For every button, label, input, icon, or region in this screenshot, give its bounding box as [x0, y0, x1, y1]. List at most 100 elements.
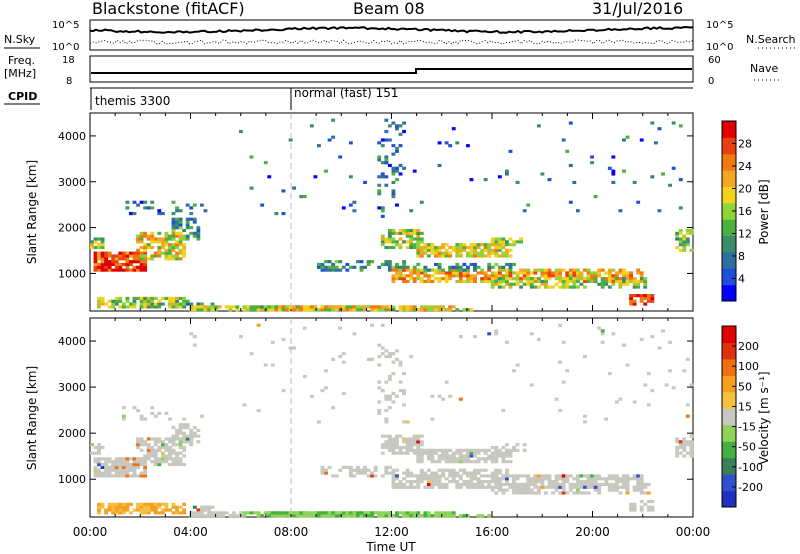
- echo-cell: [175, 431, 179, 435]
- echo-cell: [430, 477, 435, 481]
- echo-cell: [100, 243, 105, 247]
- echo-cell: [462, 514, 467, 518]
- echo-cell: [175, 454, 179, 458]
- echo-cell: [575, 277, 580, 281]
- echo-cell: [97, 508, 101, 512]
- echo-cell: [568, 271, 573, 275]
- echo-cell: [164, 460, 169, 464]
- echo-cell: [228, 514, 233, 518]
- echo-cell: [189, 514, 194, 518]
- echo-cell: [430, 279, 435, 284]
- echo-cell: [618, 271, 623, 275]
- echo-cell: [639, 279, 644, 284]
- echo-cell: [348, 141, 353, 145]
- echo-cell: [426, 254, 431, 258]
- echo-cell: [501, 277, 506, 281]
- echo-cell: [324, 268, 328, 272]
- echo-cell: [274, 511, 279, 515]
- echo-cell: [497, 277, 502, 281]
- echo-cell: [409, 271, 414, 275]
- echo-cell: [320, 268, 325, 272]
- echo-cell: [409, 443, 414, 447]
- echo-cell: [437, 511, 442, 515]
- echo-cell: [416, 440, 421, 444]
- echo-cell: [97, 296, 101, 300]
- echo-cell: [139, 251, 144, 255]
- echo-cell: [441, 254, 446, 258]
- echo-cell: [171, 302, 176, 306]
- echo-cell: [465, 279, 470, 284]
- echo-cell: [618, 279, 623, 284]
- echo-cell: [473, 474, 477, 478]
- echo-cell: [412, 511, 417, 515]
- echo-cell: [324, 369, 328, 373]
- echo-cell: [409, 305, 414, 309]
- station-title: Blackstone (fitACF): [92, 0, 245, 18]
- echo-cell: [416, 482, 421, 487]
- echo-cell: [575, 477, 580, 481]
- echo-cell: [189, 226, 194, 230]
- echo-cell: [129, 511, 133, 515]
- echo-cell: [178, 423, 183, 427]
- echo-cell: [646, 499, 651, 504]
- echo-cell: [426, 514, 431, 518]
- echo-cell: [391, 231, 396, 235]
- echo-cell: [182, 305, 187, 309]
- echo-cell: [160, 451, 165, 455]
- echo-cell: [469, 448, 474, 452]
- echo-cell: [544, 277, 548, 281]
- echo-cell: [171, 511, 176, 515]
- echo-cell: [614, 477, 619, 481]
- colorbar-swatch: [722, 490, 736, 508]
- echo-cell: [150, 302, 155, 306]
- echo-cell: [143, 502, 148, 506]
- echo-cell: [607, 485, 612, 489]
- colorbar-swatch: [722, 358, 736, 376]
- echo-cell: [164, 454, 169, 458]
- echo-cell: [494, 277, 499, 281]
- echo-cell: [685, 440, 690, 444]
- echo-cell: [398, 485, 403, 489]
- echo-cell: [419, 240, 424, 244]
- echo-cell: [313, 308, 318, 312]
- echo-cell: [423, 477, 428, 481]
- echo-cell: [494, 243, 499, 247]
- echo-cell: [384, 511, 389, 515]
- echo-cell: [387, 434, 392, 438]
- echo-cell: [508, 460, 513, 464]
- echo-cell: [494, 445, 499, 450]
- echo-cell: [405, 445, 410, 450]
- echo-cell: [451, 514, 456, 518]
- echo-cell: [97, 448, 101, 452]
- echo-cell: [168, 437, 172, 441]
- echo-cell: [444, 279, 449, 284]
- echo-cell: [554, 480, 559, 484]
- echo-cell: [150, 254, 155, 258]
- echo-cell: [405, 471, 410, 475]
- echo-cell: [175, 220, 179, 224]
- echo-cell: [568, 268, 573, 272]
- echo-cell: [164, 502, 169, 506]
- echo-cell: [267, 511, 272, 515]
- colorbar-frame: [721, 325, 737, 508]
- echo-cell: [178, 257, 183, 261]
- echo-cell: [132, 471, 137, 475]
- echo-cell: [377, 175, 382, 179]
- echo-cell: [150, 445, 155, 450]
- echo-cell: [285, 511, 289, 515]
- echo-cell: [160, 457, 165, 461]
- echo-cell: [416, 451, 421, 455]
- echo-cell: [437, 457, 442, 461]
- echo-cell: [526, 491, 531, 495]
- echo-cell: [643, 383, 648, 387]
- echo-cell: [90, 245, 94, 250]
- echo-cell: [473, 477, 477, 481]
- echo-cell: [402, 372, 406, 376]
- echo-cell: [136, 505, 140, 509]
- echo-cell: [370, 323, 375, 327]
- echo-cell: [405, 474, 410, 478]
- echo-cell: [685, 231, 690, 235]
- echo-cell: [348, 203, 353, 207]
- echo-cell: [380, 206, 385, 210]
- echo-cell: [551, 482, 555, 487]
